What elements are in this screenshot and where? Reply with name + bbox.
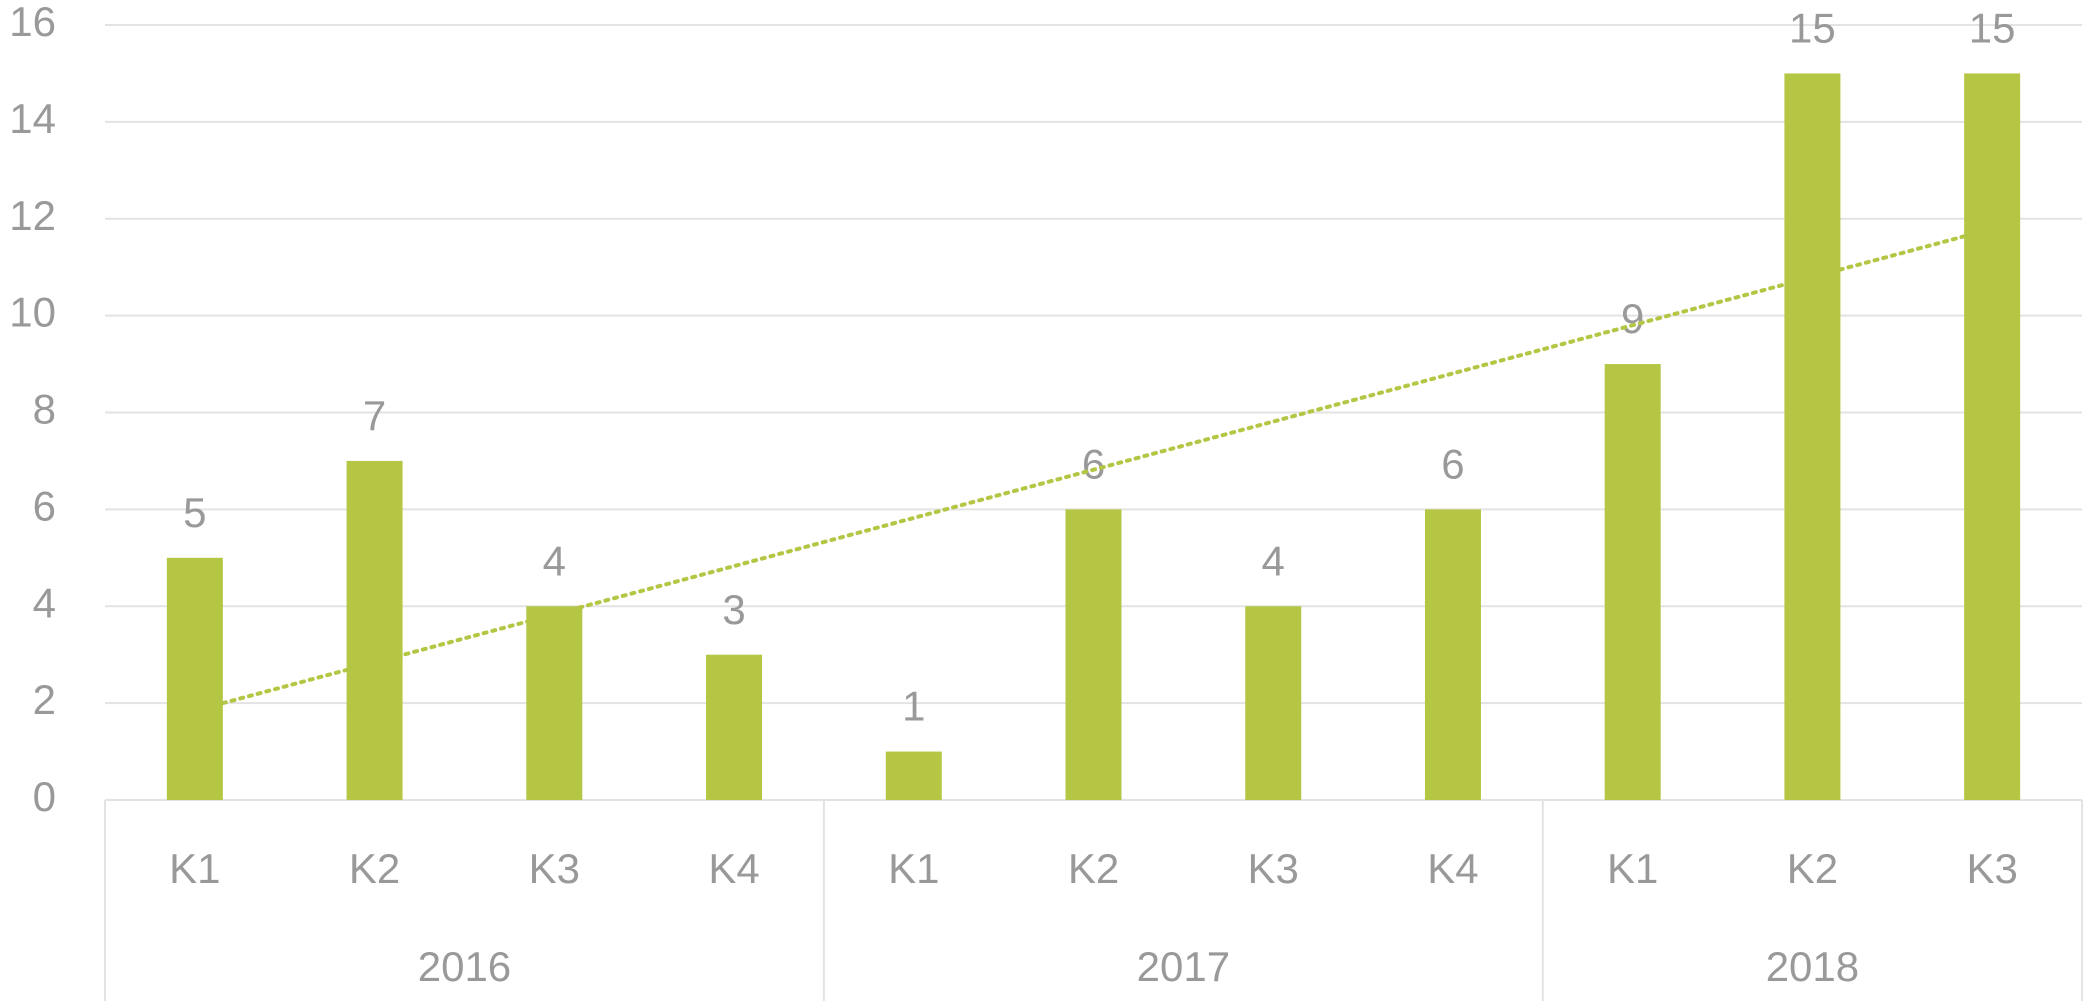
data-label: 3	[722, 586, 745, 633]
group-label: 2018	[1766, 943, 1859, 990]
data-label: 6	[1082, 440, 1105, 487]
bar	[1065, 509, 1122, 800]
x-tick-label: K4	[1427, 845, 1478, 892]
y-tick-label: 12	[9, 192, 56, 239]
data-label: 4	[1262, 537, 1285, 584]
bar	[706, 654, 763, 800]
y-tick-label: 10	[9, 289, 56, 336]
bar	[1245, 606, 1302, 800]
bar	[1424, 509, 1481, 800]
x-tick-label: K3	[529, 845, 580, 892]
data-label: 9	[1621, 295, 1644, 342]
x-tick-label: K1	[1607, 845, 1658, 892]
y-tick-label: 6	[33, 482, 56, 529]
bar	[1964, 73, 2021, 800]
bar	[885, 751, 942, 800]
data-label: 1	[902, 683, 925, 730]
bar	[346, 460, 403, 800]
x-tick-label: K2	[1787, 845, 1838, 892]
y-tick-label: 0	[33, 773, 56, 820]
y-tick-label: 16	[9, 0, 56, 45]
x-tick-label: K1	[888, 845, 939, 892]
x-tick-label: K2	[349, 845, 400, 892]
data-label: 5	[183, 489, 206, 536]
y-tick-label: 14	[9, 95, 56, 142]
group-label: 2017	[1137, 943, 1230, 990]
x-tick-label: K3	[1966, 845, 2017, 892]
bar	[1604, 364, 1661, 800]
y-tick-label: 4	[33, 579, 56, 626]
group-label: 2016	[418, 943, 511, 990]
bar	[1784, 73, 1841, 800]
data-label: 15	[1789, 5, 1836, 52]
x-tick-label: K2	[1068, 845, 1119, 892]
x-tick-label: K3	[1248, 845, 1299, 892]
x-tick-label: K1	[169, 845, 220, 892]
data-label: 4	[543, 537, 566, 584]
data-label: 15	[1969, 5, 2016, 52]
x-tick-label: K4	[708, 845, 759, 892]
data-label: 7	[363, 392, 386, 439]
bar	[526, 606, 583, 800]
data-label: 6	[1441, 440, 1464, 487]
y-tick-label: 8	[33, 386, 56, 433]
bar	[166, 557, 223, 800]
trendline	[220, 234, 1967, 706]
y-tick-label: 2	[33, 676, 56, 723]
